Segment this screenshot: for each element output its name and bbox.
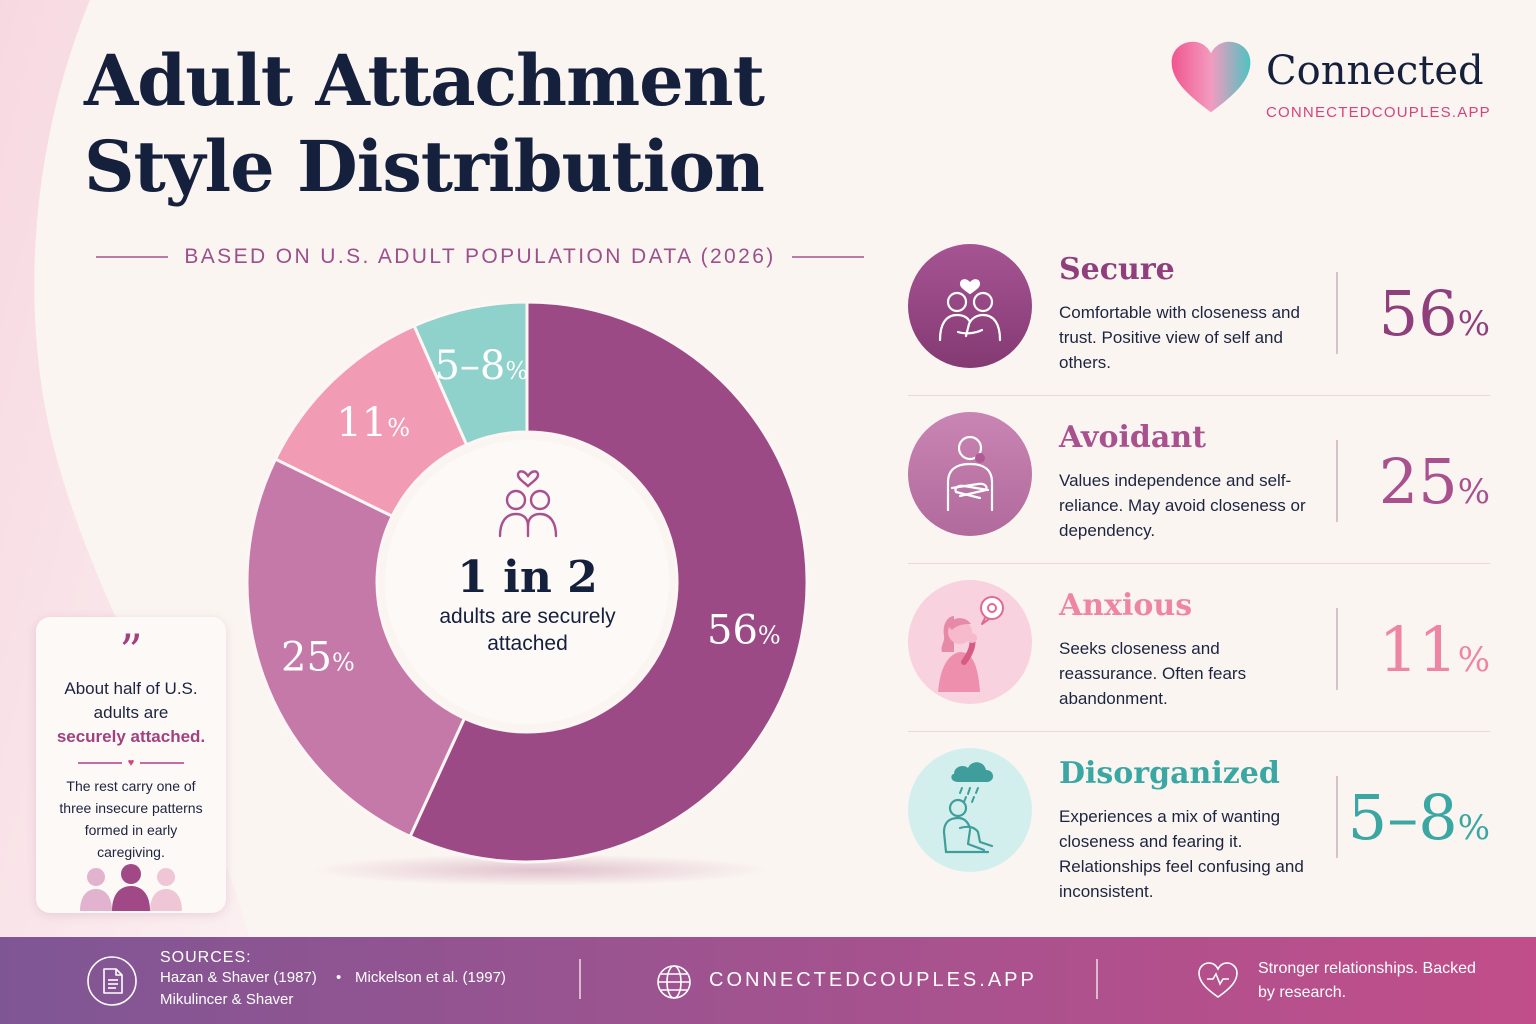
quote-mark-icon: ” <box>119 624 143 678</box>
donut-shadow <box>310 854 770 886</box>
subtitle-rule-right <box>791 256 865 258</box>
percent-sign: % <box>1457 472 1490 512</box>
legend-percent-value: 5–8 <box>1347 781 1458 854</box>
quote-card: ” About half of U.S. adults are securely… <box>36 617 226 913</box>
couple-hug-icon <box>908 244 1032 368</box>
people-group-icon <box>80 864 182 911</box>
center-statistic: 1 in 2 <box>457 552 598 603</box>
donut-hole <box>385 440 669 724</box>
subtitle: BASED ON U.S. ADULT POPULATION DATA (202… <box>184 245 776 268</box>
legend-divider <box>1336 272 1338 354</box>
slice-label-disorganized: 5–8% <box>434 343 528 389</box>
donut-center-info: 1 in 2 adults are securely attached <box>385 440 670 725</box>
slice-label-avoidant: 25% <box>281 635 355 681</box>
legend-name: Avoidant <box>1059 420 1206 455</box>
legend-item-avoidant: Avoidant Values independence and self-re… <box>908 396 1490 564</box>
sources-heading: SOURCES: <box>160 949 252 966</box>
legend-percent-value: 25 <box>1378 445 1458 518</box>
donut-slice-disorganized <box>412 300 529 447</box>
brand-url[interactable]: CONNECTEDCOUPLES.APP <box>1266 104 1491 121</box>
footer-divider <box>579 959 581 999</box>
legend-description: Comfortable with closeness and trust. Po… <box>1059 303 1300 372</box>
heart-pulse-icon <box>1198 962 1238 998</box>
legend-description: Values independence and self-reliance. M… <box>1059 471 1306 540</box>
slice-label-anxious: 11% <box>336 400 410 446</box>
quote-sub-text: The rest carry one of three insecure pat… <box>59 778 203 860</box>
source-item: Mikulincer & Shaver <box>160 991 294 1008</box>
arms-crossed-person-icon <box>908 412 1032 536</box>
brand-logo[interactable]: Connected CONNECTEDCOUPLES.APP <box>1170 40 1500 130</box>
quote-divider: ♥ <box>36 757 226 769</box>
footer-divider <box>1096 959 1098 999</box>
legend-name: Secure <box>1059 252 1175 287</box>
brand-name: Connected <box>1266 48 1484 94</box>
page-title: Adult Attachment Style Distribution <box>84 39 765 208</box>
source-item: Hazan & Shaver (1987) <box>160 969 317 986</box>
legend-percent: 56% <box>1338 274 1490 364</box>
donut-chart: 56% 25% 11% 5–8% <box>245 300 809 886</box>
percent-sign: % <box>1457 808 1490 848</box>
legend-divider <box>1336 608 1338 690</box>
legend-description: Seeks closeness and reassurance. Often f… <box>1059 639 1247 708</box>
legend-name: Disorganized <box>1059 756 1280 791</box>
quote-highlight: securely attached. <box>56 727 206 746</box>
percent-sign: % <box>1457 304 1490 344</box>
legend-percent: 11% <box>1338 610 1490 700</box>
legend-item-disorganized: Disorganized Experiences a mix of wantin… <box>908 732 1490 901</box>
legend-percent-value: 11 <box>1378 613 1458 686</box>
worried-woman-icon <box>908 580 1032 704</box>
legend-divider <box>1336 440 1338 522</box>
globe-icon <box>657 965 691 999</box>
legend-item-secure: Secure Comfortable with closeness and tr… <box>908 228 1490 396</box>
rain-cloud-person-icon <box>908 748 1032 872</box>
footer-url[interactable]: CONNECTEDCOUPLES.APP <box>709 969 1037 991</box>
source-separator: • <box>336 969 342 986</box>
legend-percent: 5–8% <box>1338 778 1490 868</box>
heart-logo-icon <box>1171 41 1251 113</box>
legend-item-anxious: Anxious Seeks closeness and reassurance.… <box>908 564 1490 732</box>
legend-percent: 25% <box>1338 442 1490 532</box>
subtitle-rule-left <box>96 256 169 258</box>
slice-label-secure: 56% <box>707 607 781 653</box>
legend-list: Secure Comfortable with closeness and tr… <box>908 228 1490 901</box>
legend-percent-value: 56 <box>1378 277 1458 350</box>
document-icon <box>87 956 137 1006</box>
quote-divider-rule-left <box>77 762 122 764</box>
couple-heart-icon <box>498 470 557 538</box>
percent-sign: % <box>1457 640 1490 680</box>
quote-divider-rule-right <box>140 762 185 764</box>
center-caption: adults are securely attached <box>439 605 616 655</box>
small-heart-icon: ♥ <box>127 757 135 769</box>
footer-bar: SOURCES: Hazan & Shaver (1987) • Mickels… <box>0 937 1536 1024</box>
footer-tagline: Stronger relationships. Backed by resear… <box>1258 960 1476 1001</box>
legend-name: Anxious <box>1059 588 1193 623</box>
legend-description: Experiences a mix of wanting closeness a… <box>1059 807 1304 901</box>
quote-main-text: About half of U.S. adults are <box>64 679 198 722</box>
donut-slice-secure <box>408 300 809 864</box>
source-item: Mickelson et al. (1997) <box>355 969 506 986</box>
donut-slice-avoidant <box>245 457 467 839</box>
legend-divider <box>1336 776 1338 858</box>
subtitle-row: BASED ON U.S. ADULT POPULATION DATA (202… <box>96 242 865 272</box>
